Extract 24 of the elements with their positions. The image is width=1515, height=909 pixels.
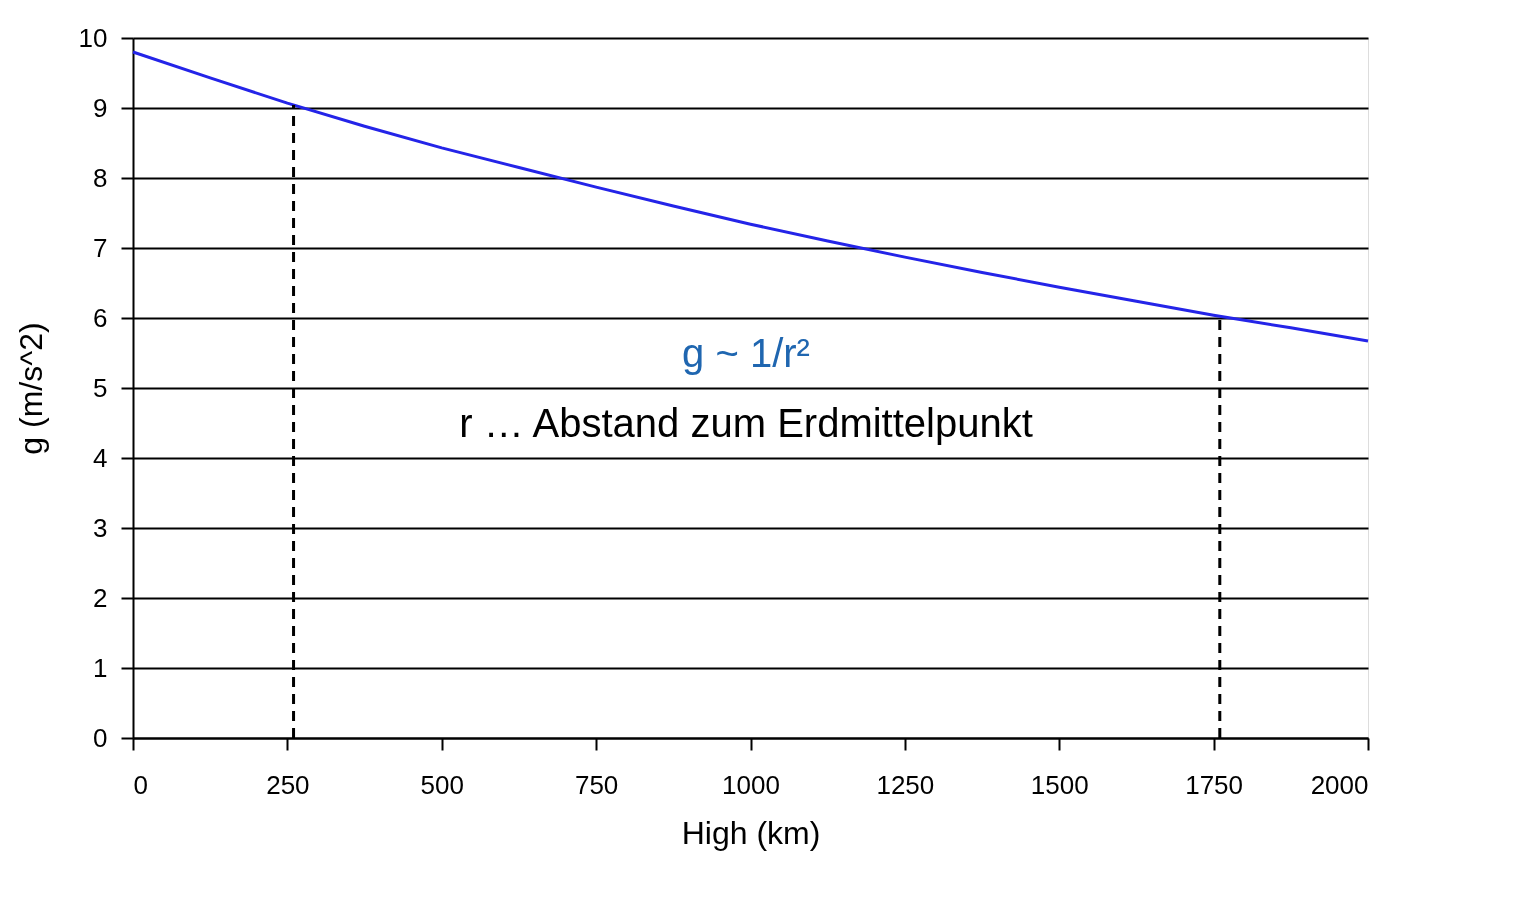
- x-tick-label: 500: [420, 769, 464, 800]
- y-tick-label: 8: [93, 162, 108, 193]
- x-tick-label: 0: [133, 769, 148, 800]
- x-axis-title: High (km): [681, 814, 821, 851]
- x-tick-label: 1250: [876, 769, 935, 800]
- y-tick-label: 7: [93, 232, 108, 263]
- y-tick-label: 3: [93, 512, 108, 543]
- y-tick-label: 4: [93, 442, 108, 473]
- y-tick-label: 6: [93, 302, 108, 333]
- x-tick-label: 750: [574, 769, 619, 800]
- y-tick-label: 1: [93, 652, 108, 683]
- x-tick-label: 2000: [1310, 769, 1369, 800]
- y-tick-label: 10: [78, 22, 108, 53]
- y-tick-label: 9: [93, 92, 108, 123]
- annotation: g ~ 1/r²: [682, 331, 810, 375]
- y-tick-label: 0: [93, 722, 108, 753]
- x-tick-label: 250: [266, 769, 310, 800]
- y-tick-label: 2: [93, 582, 108, 613]
- x-tick-label: 1750: [1185, 769, 1244, 800]
- x-tick-label: 1500: [1030, 769, 1089, 800]
- y-axis-title: g (m/s^2): [12, 322, 49, 455]
- x-tick-label: 1000: [722, 769, 780, 800]
- y-tick-label: 5: [93, 372, 108, 403]
- annotation: r … Abstand zum Erdmittelpunkt: [459, 401, 1033, 445]
